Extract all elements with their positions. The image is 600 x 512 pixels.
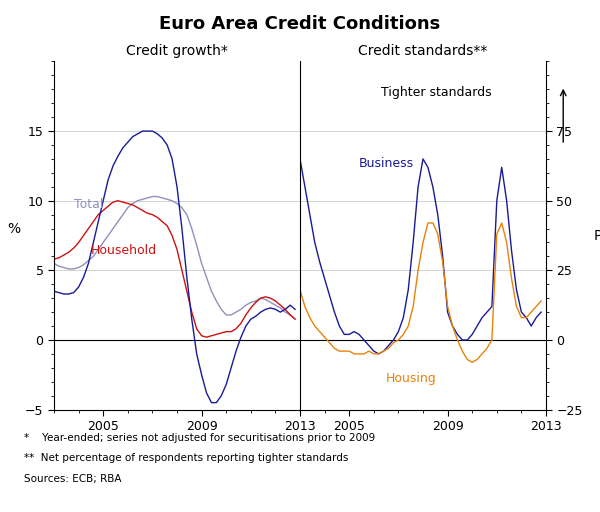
Y-axis label: %: % bbox=[7, 222, 20, 236]
Text: **  Net percentage of respondents reporting tighter standards: ** Net percentage of respondents reporti… bbox=[24, 453, 349, 463]
Text: *    Year-ended; series not adjusted for securitisations prior to 2009: * Year-ended; series not adjusted for se… bbox=[24, 433, 375, 443]
Y-axis label: Ppt: Ppt bbox=[594, 228, 600, 243]
Text: Tighter standards: Tighter standards bbox=[381, 86, 492, 99]
Text: Business: Business bbox=[359, 157, 413, 170]
Text: Total: Total bbox=[74, 198, 103, 210]
Text: Euro Area Credit Conditions: Euro Area Credit Conditions bbox=[160, 15, 440, 33]
Text: Credit standards**: Credit standards** bbox=[358, 44, 488, 58]
Text: Sources: ECB; RBA: Sources: ECB; RBA bbox=[24, 474, 121, 484]
Text: Housing: Housing bbox=[385, 372, 436, 385]
Text: Credit growth*: Credit growth* bbox=[126, 44, 228, 58]
Text: Household: Household bbox=[91, 244, 157, 257]
